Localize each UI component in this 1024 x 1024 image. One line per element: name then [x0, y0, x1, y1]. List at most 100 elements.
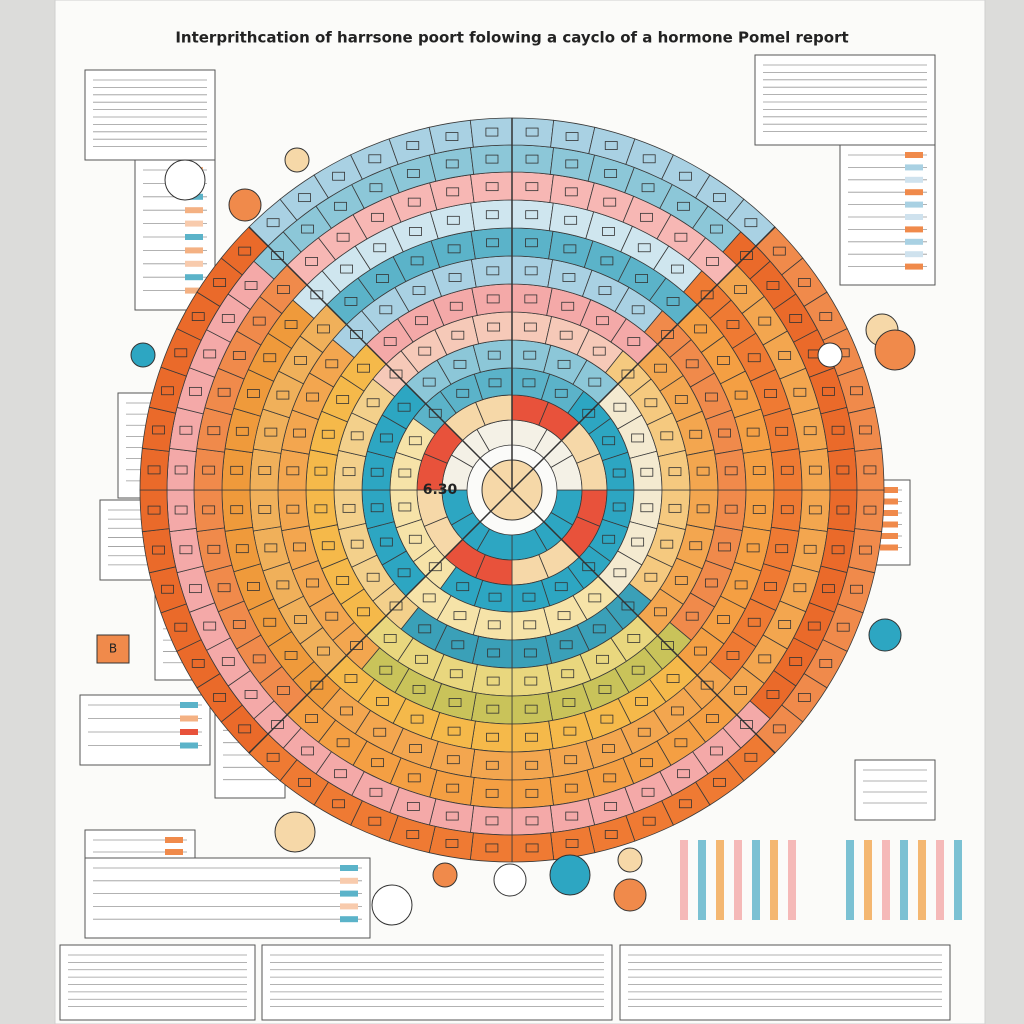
segment-tag [850, 386, 863, 396]
segment-tag [451, 640, 465, 650]
segment-tag [485, 788, 499, 798]
panel-cell [180, 715, 198, 722]
segment-tag [592, 346, 606, 356]
strip [882, 840, 890, 920]
segment-tag [718, 542, 731, 552]
segment-tag [666, 674, 680, 683]
ring-segment [511, 692, 554, 725]
ring-segment [470, 199, 513, 232]
segment-tag [523, 322, 537, 332]
segment-tag [336, 738, 350, 748]
ring-segment [799, 489, 831, 532]
segment-tag [397, 402, 411, 412]
ring-segment [511, 777, 554, 809]
segment-tag [284, 651, 298, 660]
segment-tag [448, 273, 462, 282]
segment-tag [564, 755, 578, 765]
panel-cell [905, 238, 923, 245]
segment-tag [373, 243, 387, 253]
segment-tag [263, 617, 277, 627]
segment-tag [340, 264, 353, 274]
segment-tag [704, 578, 718, 588]
segment-tag [596, 316, 609, 326]
segment-tag [524, 266, 538, 276]
segment-tag [640, 212, 653, 222]
segment-tag [247, 389, 260, 398]
segment-tag [734, 285, 747, 294]
segment-tag [831, 425, 845, 435]
segment-tag [446, 187, 460, 197]
segment-tag [369, 183, 383, 193]
segment-tag [525, 127, 539, 137]
segment-tag [602, 227, 615, 236]
segment-tag [689, 429, 703, 439]
segment-tag [397, 568, 411, 578]
segment-tag [557, 611, 571, 621]
segment-tag [357, 607, 370, 617]
segment-tag [797, 278, 811, 287]
panel-cell [905, 226, 923, 233]
segment-tag [301, 224, 314, 234]
ring-segment [827, 447, 858, 491]
ring-segment [166, 489, 197, 533]
panel-cell [905, 214, 923, 220]
ring-segment [511, 664, 553, 697]
segment-tag [371, 212, 384, 222]
ring-segment [657, 489, 691, 531]
segment-tag [660, 431, 674, 441]
ring-segment [469, 117, 513, 148]
segment-tag [654, 363, 667, 373]
panel-cell [880, 487, 898, 493]
segment-tag [598, 286, 612, 296]
segment-tag [293, 428, 306, 438]
segment-tag [422, 377, 436, 387]
strip [698, 840, 706, 920]
segment-tag [603, 773, 617, 783]
segment-tag [487, 620, 501, 630]
segment-tag [230, 505, 244, 515]
segment-tag [789, 314, 803, 323]
segment-tag [780, 465, 794, 475]
segment-tag [563, 726, 577, 736]
segment-tag [668, 467, 682, 477]
segment-tag [726, 320, 740, 329]
segment-tag [661, 641, 674, 650]
segment-tag [822, 584, 835, 594]
ring-segment [511, 283, 553, 316]
ring-segment [470, 720, 513, 753]
segment-tag [406, 141, 420, 150]
segment-tag [258, 466, 272, 475]
ring-segment [193, 448, 225, 491]
segment-tag [808, 505, 822, 515]
segment-tag [640, 467, 654, 477]
panel-cell [905, 263, 923, 270]
ring-segment [854, 489, 885, 533]
segment-tag [342, 503, 356, 513]
segment-tag [342, 467, 356, 477]
segment-tag [305, 257, 318, 266]
segment-tag [822, 386, 835, 396]
segment-tag [336, 576, 350, 585]
segment-tag [772, 724, 786, 734]
segment-tag [294, 615, 307, 624]
segment-tag [775, 426, 789, 436]
panel-cell [880, 533, 898, 539]
spoke [248, 226, 513, 491]
segment-tag [565, 839, 579, 848]
segment-tag [717, 615, 730, 624]
segment-tag [850, 584, 863, 594]
segment-tag [174, 505, 188, 515]
segment-tag [336, 232, 350, 242]
segment-tag [191, 659, 205, 668]
callout [274, 811, 316, 853]
segment-tag [321, 429, 335, 439]
segment-tag [836, 505, 850, 515]
segment-tag [525, 760, 539, 770]
segment-tag [747, 353, 761, 363]
segment-tag [602, 436, 616, 446]
panel [854, 759, 936, 821]
ring-segment [470, 748, 513, 781]
segment-tag [298, 777, 311, 787]
segment-tag [407, 773, 421, 783]
